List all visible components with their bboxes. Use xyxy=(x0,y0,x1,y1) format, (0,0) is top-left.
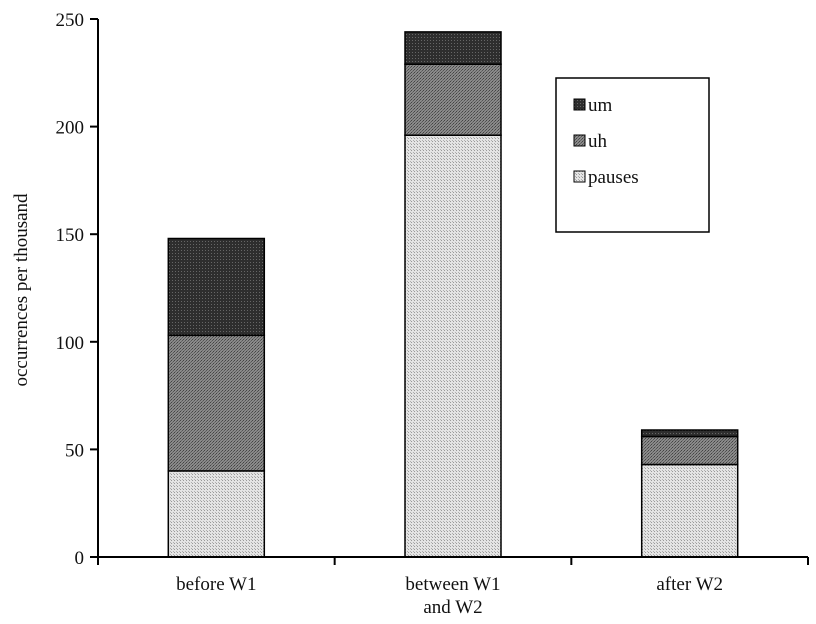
bar-pauses-1 xyxy=(404,134,502,558)
x-tick-label-1-1: and W2 xyxy=(423,597,482,618)
x-tick-label-1-0: between W1 xyxy=(405,574,500,595)
x-tick-label-2: after W2 xyxy=(656,574,723,595)
legend-swatch-uh xyxy=(573,134,586,147)
legend-label-um: um xyxy=(588,95,613,116)
bar-um-1 xyxy=(404,31,502,65)
y-tick-label-200: 200 xyxy=(56,118,85,139)
x-tick-label-0: before W1 xyxy=(176,574,256,595)
bar-pauses-2 xyxy=(640,463,739,558)
bar-um-0 xyxy=(167,237,266,337)
bar-uh-2 xyxy=(640,435,739,466)
bar-pauses-0 xyxy=(167,470,266,558)
bar-um-2 xyxy=(640,429,739,438)
legend-swatch-pauses xyxy=(573,170,586,183)
y-tick-label-100: 100 xyxy=(56,333,85,354)
y-tick-label-250: 250 xyxy=(56,10,85,31)
legend: um uh pauses xyxy=(555,77,710,233)
bar-uh-0 xyxy=(167,334,266,472)
bar-uh-1 xyxy=(404,63,502,136)
legend-label-pauses: pauses xyxy=(588,167,639,188)
y-tick-label-50: 50 xyxy=(65,440,84,461)
legend-label-uh: uh xyxy=(588,131,608,152)
y-tick-label-0: 0 xyxy=(75,548,85,569)
legend-swatch-um xyxy=(573,98,586,111)
y-axis-label: occurrences per thousand xyxy=(11,193,32,387)
y-tick-label-150: 150 xyxy=(56,225,85,246)
